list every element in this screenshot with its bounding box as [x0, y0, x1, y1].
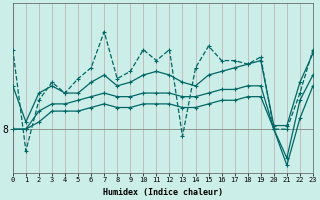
X-axis label: Humidex (Indice chaleur): Humidex (Indice chaleur): [103, 188, 223, 197]
